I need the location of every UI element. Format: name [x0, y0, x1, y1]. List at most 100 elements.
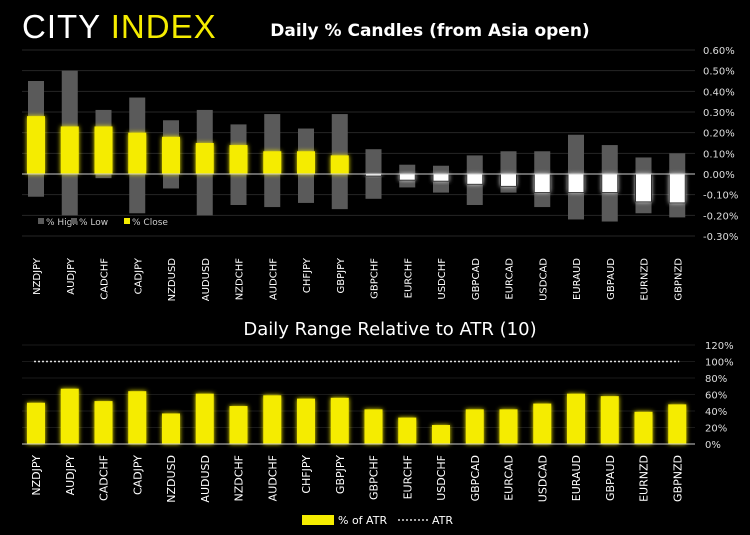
candles-title: Daily % Candles (from Asia open) [270, 21, 589, 41]
close-bar [567, 173, 585, 194]
atr-bar [567, 393, 585, 444]
y-tick-label: -0.10% [703, 191, 738, 202]
atr-bar [128, 391, 147, 444]
y-tick-label: 0.40% [703, 87, 735, 98]
close-bar [195, 143, 214, 174]
category-label: USDCAD [536, 455, 549, 502]
atr-bar [600, 396, 619, 444]
y-tick-label: 40% [705, 407, 727, 418]
close-bar [500, 173, 517, 187]
category-label: GBPCAD [471, 258, 482, 300]
category-label: EURCAD [503, 455, 516, 501]
atr-bar [330, 397, 349, 444]
category-label: CADJPY [133, 257, 144, 294]
category-label: NZDUSD [165, 455, 178, 503]
category-label: GBPCAD [469, 455, 482, 501]
close-bar [60, 126, 79, 174]
close-bar [229, 145, 248, 174]
close-bar [398, 173, 416, 181]
close-bar [533, 173, 551, 194]
close-bar [162, 136, 180, 174]
category-label: GBPCHF [370, 258, 381, 299]
atr-bar [229, 406, 248, 444]
close-bar [297, 151, 315, 174]
legend-swatch [38, 218, 44, 224]
legend-label: ATR [432, 514, 453, 527]
category-label: GBPJPY [334, 455, 347, 494]
category-label: USDCAD [538, 258, 549, 301]
close-bar [432, 173, 450, 182]
category-label: AUDUSD [199, 455, 212, 503]
close-bar [668, 173, 686, 204]
y-tick-label: 120% [705, 341, 734, 352]
close-bar [263, 151, 282, 174]
atr-bar [27, 402, 45, 444]
category-label: GBPCHF [368, 455, 381, 500]
atr-bar [499, 409, 518, 444]
legend-label: % High [46, 218, 78, 228]
category-label: NZDCHF [233, 455, 246, 502]
legend-label: % of ATR [338, 514, 387, 527]
y-tick-label: 0.00% [703, 170, 735, 181]
close-bar [601, 173, 619, 194]
close-bar [330, 155, 349, 174]
category-label: GBPAUD [606, 258, 617, 300]
y-tick-label: -0.30% [703, 232, 738, 243]
category-label: EURCAD [505, 258, 516, 300]
legend-label: % Close [132, 218, 168, 228]
y-tick-label: 60% [705, 391, 727, 402]
close-bar [27, 116, 45, 174]
atr-title: Daily Range Relative to ATR (10) [243, 319, 536, 340]
category-label: EURNZD [640, 258, 651, 301]
category-label: CHFJPY [300, 455, 313, 494]
category-label: GBPAUD [604, 455, 617, 501]
atr-bar [465, 409, 484, 444]
category-label: USDCHF [435, 455, 448, 501]
category-label: EURAUD [570, 455, 583, 501]
atr-bar [533, 403, 552, 444]
category-label: AUDJPY [66, 257, 77, 295]
category-label: NZDJPY [30, 455, 43, 496]
y-tick-label: 0.20% [703, 129, 735, 140]
atr-bar [162, 413, 180, 444]
legend-swatch [71, 218, 77, 224]
legend-swatch [302, 515, 334, 525]
logo-city: CITY [22, 8, 101, 45]
y-tick-label: 0.60% [703, 46, 735, 57]
atr-bar [60, 388, 79, 444]
close-bar [466, 173, 484, 185]
y-tick-label: -0.20% [703, 211, 738, 222]
category-label: AUDCHF [268, 258, 279, 300]
atr-chart: 120% 100% 80% 60% 40% 20% 0% NZDJPY AUDJPY CADCHF… [22, 341, 734, 527]
y-tick-label: 0.10% [703, 149, 735, 160]
category-label: GBPJPY [336, 257, 347, 293]
legend-swatch [124, 218, 130, 224]
atr-bar [634, 411, 653, 444]
atr-bar [297, 398, 315, 444]
category-label: CADCHF [100, 258, 111, 300]
y-tick-label: 100% [705, 358, 734, 369]
atr-bar [398, 417, 417, 444]
atr-bar [263, 395, 282, 444]
category-label: EURNZD [638, 455, 651, 502]
y-tick-label: 20% [705, 424, 727, 435]
logo-index: INDEX [110, 8, 217, 45]
y-tick-label: 0.30% [703, 108, 735, 119]
category-label: AUDUSD [201, 258, 212, 302]
category-label: AUDCHF [266, 455, 279, 501]
legend-label: % Low [79, 218, 108, 228]
candles-chart: 0.60% 0.50% 0.40% 0.30% 0.20% 0.10% 0.00% -0.10… [22, 46, 738, 301]
category-label: CHFJPY [302, 257, 313, 293]
city-index-logo: CITY INDEX [22, 8, 217, 46]
category-label: GBPNZD [671, 455, 684, 502]
category-label: EURCHF [403, 258, 414, 299]
category-label: CADJPY [131, 455, 144, 495]
y-tick-label: 0.50% [703, 67, 735, 78]
category-label: EURCHF [401, 455, 414, 499]
atr-bar [195, 393, 214, 444]
close-bar [94, 126, 113, 174]
category-label: NZDCHF [235, 258, 246, 301]
atr-bar [432, 425, 450, 444]
category-label: EURAUD [572, 258, 583, 300]
